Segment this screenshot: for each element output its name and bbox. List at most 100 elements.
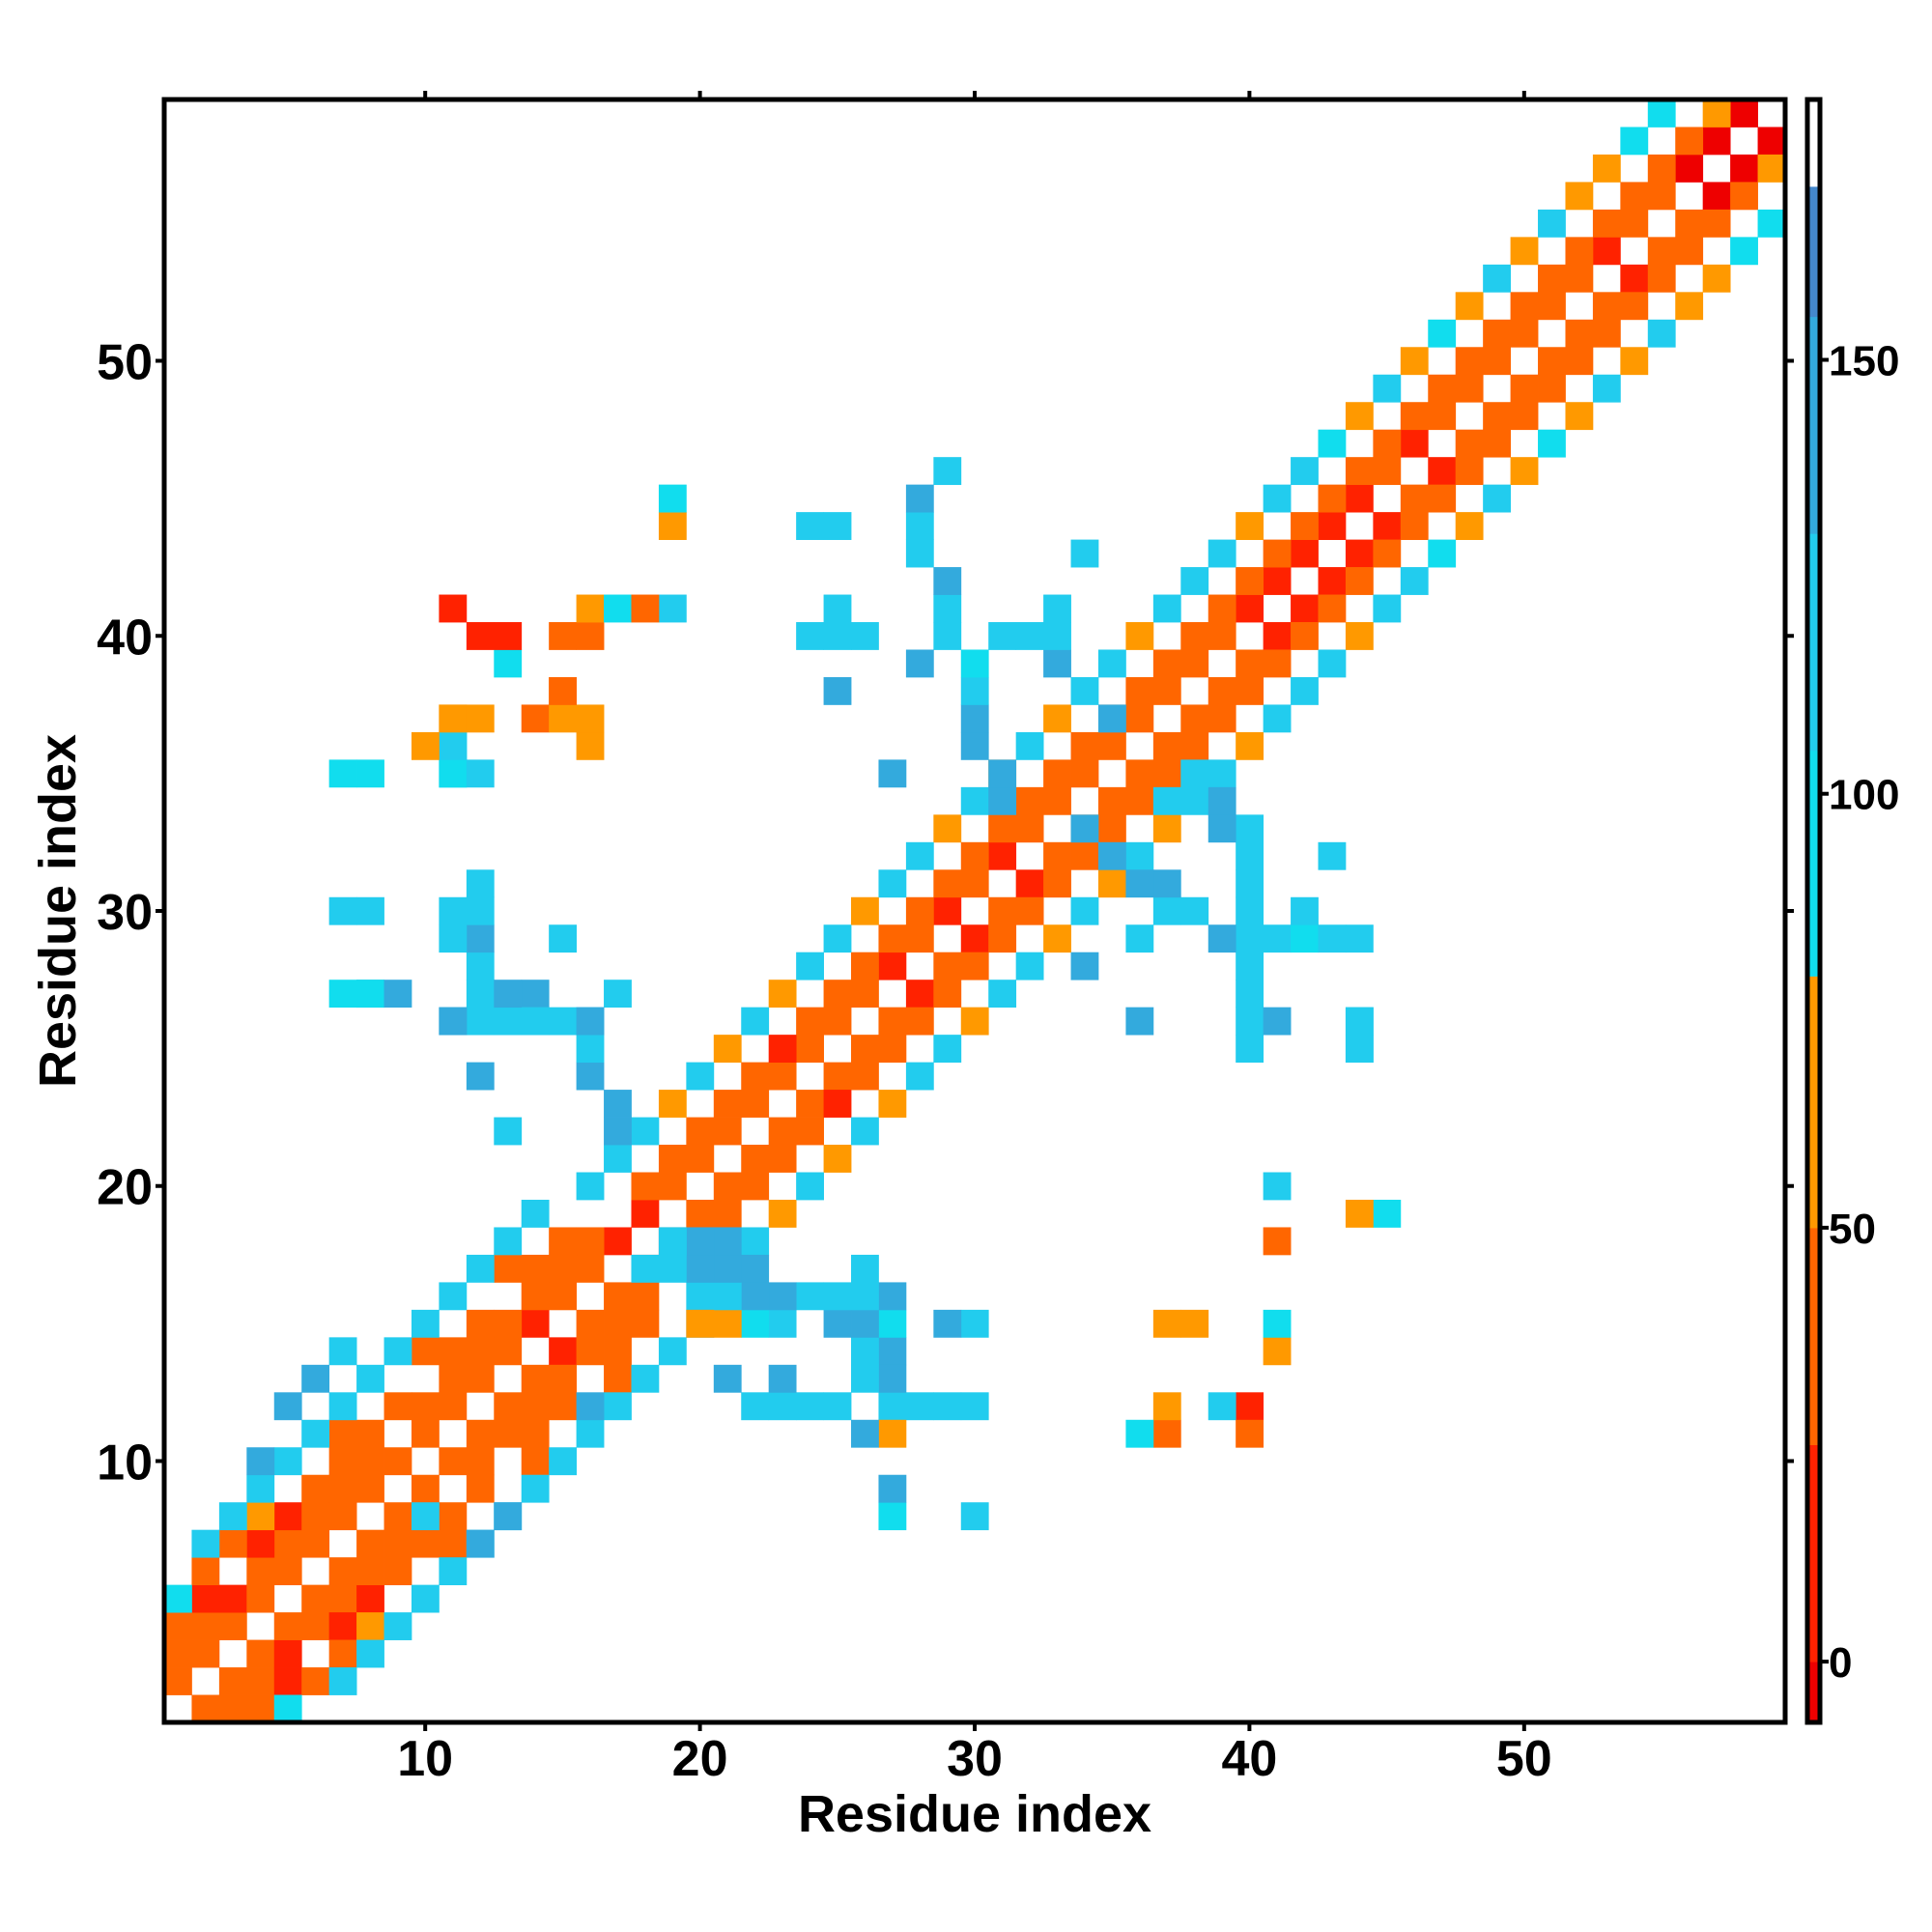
heatmap-cell bbox=[1291, 676, 1319, 705]
heatmap-cell bbox=[1236, 952, 1264, 980]
heatmap-cell bbox=[384, 1392, 412, 1421]
heatmap-cell bbox=[851, 622, 879, 650]
heatmap-cell bbox=[1345, 539, 1374, 568]
heatmap-cell bbox=[1345, 1035, 1374, 1064]
heatmap-cell bbox=[1373, 594, 1402, 623]
heatmap-cell bbox=[1015, 622, 1044, 650]
heatmap-cell bbox=[549, 1447, 578, 1476]
heatmap-cell bbox=[328, 1584, 357, 1613]
colorbar-band bbox=[1807, 99, 1820, 187]
heatmap-cell bbox=[933, 869, 962, 898]
heatmap-cell bbox=[301, 1419, 330, 1448]
heatmap-cell bbox=[878, 1419, 907, 1448]
heatmap-cell bbox=[1647, 264, 1676, 293]
heatmap-cell bbox=[1236, 1007, 1264, 1036]
heatmap-cell bbox=[328, 1639, 357, 1668]
heatmap-cell bbox=[1236, 841, 1264, 870]
heatmap-cell bbox=[494, 1502, 523, 1531]
heatmap-cell bbox=[356, 1529, 384, 1558]
heatmap-cell bbox=[1428, 402, 1457, 431]
heatmap-cell bbox=[1236, 512, 1264, 540]
y-tick-label: 10 bbox=[97, 1435, 153, 1491]
heatmap-cell bbox=[851, 1282, 879, 1311]
heatmap-cell bbox=[1263, 1007, 1292, 1036]
heatmap-cell bbox=[576, 704, 605, 733]
heatmap-cell bbox=[384, 1502, 412, 1531]
heatmap-cell bbox=[1373, 374, 1402, 403]
heatmap-cell bbox=[1208, 759, 1236, 788]
heatmap-cell bbox=[851, 1035, 879, 1064]
heatmap-cell bbox=[960, 924, 989, 953]
heatmap-cell bbox=[1373, 429, 1402, 458]
heatmap-cell bbox=[1675, 292, 1704, 321]
heatmap-cell bbox=[466, 1529, 495, 1558]
heatmap-cell bbox=[328, 1557, 357, 1586]
heatmap-cell bbox=[356, 1474, 384, 1503]
heatmap-cell bbox=[384, 1337, 412, 1366]
heatmap-cell bbox=[521, 980, 550, 1009]
heatmap-cell bbox=[1510, 237, 1539, 266]
heatmap-cell bbox=[1236, 980, 1264, 1009]
heatmap-cell bbox=[960, 1309, 989, 1338]
heatmap-cell bbox=[851, 1337, 879, 1366]
colorbar-tick-label: 150 bbox=[1829, 338, 1899, 385]
heatmap-cell bbox=[1318, 567, 1347, 595]
heatmap-cell bbox=[796, 512, 824, 540]
heatmap-cell bbox=[1180, 567, 1209, 595]
heatmap-cell bbox=[494, 649, 523, 678]
heatmap-cell bbox=[1647, 99, 1676, 128]
heatmap-cell bbox=[1180, 622, 1209, 650]
heatmap-cell bbox=[604, 1309, 632, 1338]
heatmap-cell bbox=[1510, 374, 1539, 403]
heatmap-cell bbox=[328, 1474, 357, 1503]
heatmap-cell bbox=[960, 841, 989, 870]
heatmap-cell bbox=[851, 1254, 879, 1283]
heatmap-cell bbox=[1125, 924, 1154, 953]
heatmap-cell bbox=[823, 1145, 852, 1173]
heatmap-cell bbox=[1592, 374, 1621, 403]
heatmap-cell bbox=[246, 1502, 275, 1531]
heatmap-cell bbox=[823, 980, 852, 1009]
heatmap-cell bbox=[1428, 457, 1457, 486]
heatmap-cell bbox=[246, 1667, 275, 1695]
heatmap-cell bbox=[466, 980, 495, 1009]
heatmap-cell bbox=[494, 1227, 523, 1256]
heatmap-cell bbox=[411, 1419, 440, 1448]
heatmap-cell bbox=[1208, 539, 1236, 568]
heatmap-cell bbox=[658, 1254, 687, 1283]
heatmap-cell bbox=[1236, 814, 1264, 843]
heatmap-cell bbox=[549, 1254, 578, 1283]
heatmap-cell bbox=[1263, 1172, 1292, 1201]
heatmap-cell bbox=[823, 1007, 852, 1036]
heatmap-cell bbox=[439, 594, 468, 623]
heatmap-cell bbox=[741, 1145, 770, 1173]
heatmap-cell bbox=[1208, 622, 1236, 650]
heatmap-cell bbox=[878, 1035, 907, 1064]
heatmap-cell bbox=[1015, 731, 1044, 760]
heatmap-cell bbox=[494, 1337, 523, 1366]
heatmap-cell bbox=[823, 622, 852, 650]
heatmap-cell bbox=[960, 1502, 989, 1531]
heatmap-cell bbox=[1263, 567, 1292, 595]
heatmap-cell bbox=[1070, 814, 1099, 843]
heatmap-cell bbox=[604, 1145, 632, 1173]
heatmap-cell bbox=[1510, 402, 1539, 431]
heatmap-cell bbox=[1565, 347, 1594, 376]
heatmap-cell bbox=[1236, 594, 1264, 623]
heatmap-cell bbox=[1318, 924, 1347, 953]
heatmap-cell bbox=[1647, 319, 1676, 348]
heatmap-cell bbox=[439, 896, 468, 925]
heatmap-cell bbox=[1400, 347, 1429, 376]
heatmap-cell bbox=[273, 1447, 302, 1476]
heatmap-cell bbox=[1318, 594, 1347, 623]
heatmap-cell bbox=[604, 1090, 632, 1118]
heatmap-cell bbox=[851, 1419, 879, 1448]
heatmap-cell bbox=[741, 1392, 770, 1421]
heatmap-cell bbox=[1291, 539, 1319, 568]
heatmap-cell bbox=[933, 457, 962, 486]
heatmap-cell bbox=[1318, 429, 1347, 458]
heatmap-cell bbox=[1455, 292, 1484, 321]
heatmap-cell bbox=[301, 1667, 330, 1695]
heatmap-cell bbox=[328, 896, 357, 925]
